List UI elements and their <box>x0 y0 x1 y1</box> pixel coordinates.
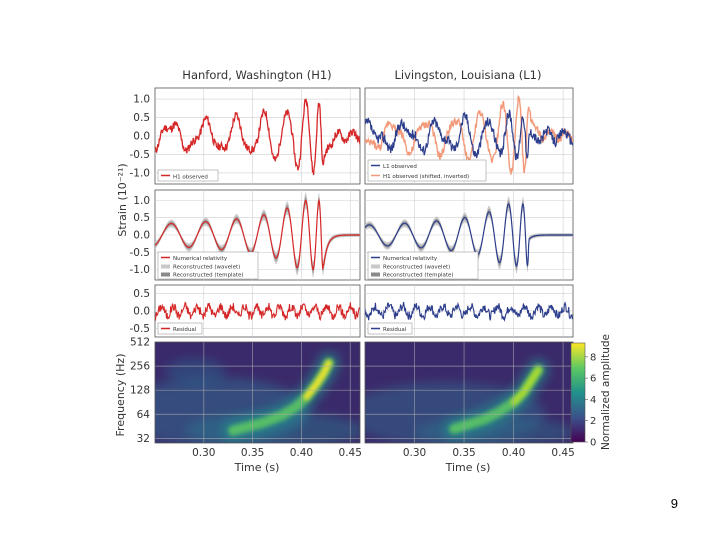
y-tick-label: 1.0 <box>133 195 150 207</box>
x-tick-labels: 0.30 0.35 0.40 0.45 0.30 0.35 0.40 0.45 <box>192 447 575 459</box>
legend-label: Reconstructed (template) <box>383 273 454 279</box>
colorbar-tick-label: 8 <box>590 352 596 363</box>
x-tick-label: 0.35 <box>241 447 264 459</box>
colorbar-label: Normalized amplitude <box>600 334 612 450</box>
x-tick-label: 0.40 <box>290 447 313 459</box>
panel-h1-spectrogram <box>154 341 361 444</box>
legend-label: Reconstructed (wavelet) <box>383 265 450 271</box>
y-tick-label: 512 <box>130 337 150 349</box>
frequency-axis-label: Frequency (Hz) <box>114 354 127 437</box>
panel-l1-observed: L1 observed H1 observed (shifted, invert… <box>364 87 574 185</box>
legend-l1-residual: Residual <box>367 322 413 335</box>
legend-label: Numerical relativity <box>383 256 438 262</box>
panel-h1-reconstructed: Numerical relativity Reconstructed (wave… <box>154 189 361 281</box>
chirp-peak <box>303 360 332 401</box>
x-tick-label: 0.45 <box>551 447 574 459</box>
colorbar-ticks: 0 2 4 6 8 <box>585 352 596 449</box>
y-tick-label: 0.5 <box>133 288 150 300</box>
x-tick-label: 0.30 <box>192 447 215 459</box>
y-tick-label: -1.0 <box>130 264 151 276</box>
legend-l1-reconstructed: Numerical relativity Reconstructed (wave… <box>367 251 479 280</box>
colorbar: 0 2 4 6 8 Normalized amplitude <box>570 334 612 450</box>
x-tick-label: 0.45 <box>339 447 362 459</box>
x-tick-label: 0.40 <box>502 447 525 459</box>
panel-l1-reconstructed: Numerical relativity Reconstructed (wave… <box>364 189 574 281</box>
y-tick-label: 0.5 <box>133 112 150 124</box>
y-tick-label: -0.5 <box>130 247 151 259</box>
y-tick-label: 128 <box>130 385 150 397</box>
panel-l1-spectrogram <box>364 341 574 444</box>
y-tick-label: -0.5 <box>130 323 151 335</box>
l1-residual-trace <box>365 301 573 322</box>
colorbar-tick-label: 2 <box>590 416 596 427</box>
y-tick-label: 64 <box>137 409 151 421</box>
panel-h1-observed: H1 observed <box>154 87 361 185</box>
legend-label: Residual <box>383 327 407 333</box>
l1-panel-title: Livingston, Louisiana (L1) <box>395 68 542 82</box>
legend-h1-residual: Residual <box>157 322 203 335</box>
grid <box>155 342 360 443</box>
y-tick-label: 0.5 <box>133 212 150 224</box>
y-tick-label: 32 <box>137 433 150 445</box>
grid <box>365 342 573 443</box>
l1-observed-trace <box>365 109 573 161</box>
legend-label: Reconstructed (wavelet) <box>173 265 240 271</box>
legend-label: Numerical relativity <box>173 256 228 262</box>
legend-label: Reconstructed (template) <box>173 273 244 279</box>
grid <box>155 285 360 337</box>
y-tick-label: -1.0 <box>130 167 151 179</box>
h1-nr-trace <box>155 198 360 271</box>
legend-l1-observed: L1 observed H1 observed (shifted, invert… <box>367 159 487 182</box>
strain-axis-label: Strain (10⁻²¹) <box>116 163 129 236</box>
y-tick-label: 0.0 <box>133 306 150 318</box>
legend-h1-observed: H1 observed <box>157 169 219 182</box>
panel-h1-residual: Residual <box>154 284 361 338</box>
panel-l1-residual: Residual <box>364 284 574 338</box>
y-tick-label: 0.0 <box>133 230 150 242</box>
y-tick-label: -0.5 <box>130 149 151 161</box>
page-number: 9 <box>670 496 678 511</box>
x-tick-label: 0.35 <box>452 447 475 459</box>
y-tick-label: 0.0 <box>133 131 150 143</box>
legend-label: L1 observed <box>383 164 417 170</box>
h1-observed-trace <box>155 98 360 176</box>
x-tick-label: 0.30 <box>403 447 426 459</box>
x-axis-label-l1: Time (s) <box>445 461 491 474</box>
y-tick-label: 1.0 <box>133 94 150 106</box>
legend-label: H1 observed (shifted, inverted) <box>383 174 469 180</box>
x-axis-label-h1: Time (s) <box>234 461 280 474</box>
colorbar-tick-label: 0 <box>590 438 596 449</box>
colorbar-tick-label: 4 <box>590 395 596 406</box>
colorbar-tick-label: 6 <box>590 374 596 385</box>
y-tick-labels: 1.0 0.5 0.0 -0.5 -1.0 1.0 0.5 0.0 -0.5 -1.0 0.5 0.0… <box>130 94 151 445</box>
y-tick-label: 256 <box>130 361 150 373</box>
l1-nr-trace <box>365 203 573 268</box>
h1-residual-trace <box>155 301 360 322</box>
chirp-peak <box>510 366 542 406</box>
legend-label: Residual <box>173 327 197 333</box>
legend-h1-reconstructed: Numerical relativity Reconstructed (wave… <box>157 251 259 280</box>
h1-panel-title: Hanford, Washington (H1) <box>182 68 331 82</box>
legend-label: H1 observed <box>173 175 208 181</box>
